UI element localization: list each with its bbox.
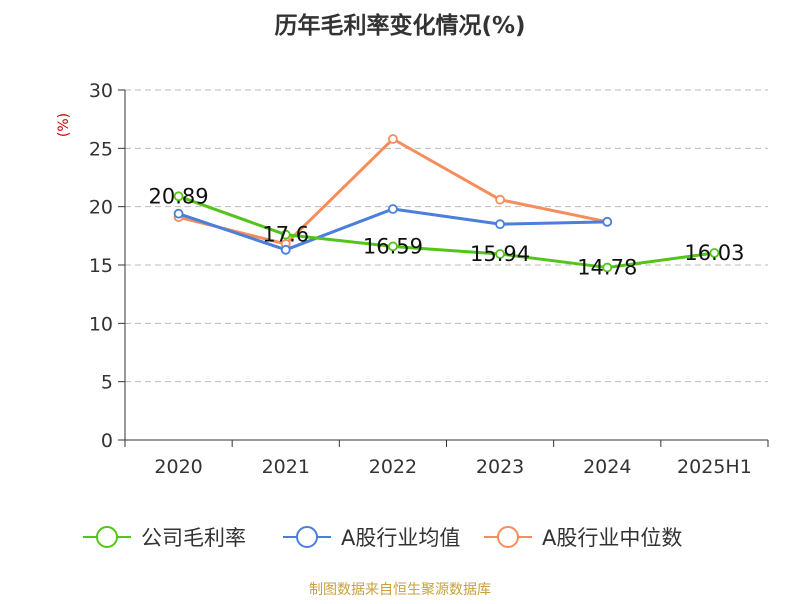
data-label: 14.78 [577, 256, 637, 280]
data-point [602, 216, 613, 227]
series-layer [173, 134, 720, 273]
data-point [388, 204, 398, 214]
data-label: 16.59 [363, 234, 423, 258]
series-line [178, 137, 608, 246]
legend-label: A股行业中位数 [542, 526, 682, 550]
data-label: 17.6 [262, 223, 309, 247]
series-line [178, 194, 715, 270]
x-tick-label: 2021 [262, 456, 310, 478]
chart-title: 历年毛利率变化情况(%) [274, 12, 525, 39]
x-tick-label: 2024 [583, 456, 631, 478]
x-tick-label: 2020 [154, 456, 202, 478]
data-label-layer: 20.89 17.6 16.59 15.94 14.78 16.03 [149, 184, 745, 279]
data-point [388, 134, 398, 144]
legend-marker-icon [296, 526, 318, 548]
y-tick-label: 0 [101, 430, 113, 452]
data-point [280, 229, 291, 240]
data-point [388, 241, 398, 252]
legend-label: 公司毛利率 [141, 526, 246, 550]
y-tick-label: 5 [101, 372, 113, 394]
data-point [709, 248, 720, 258]
y-tick-label: 15 [89, 255, 113, 277]
data-point [602, 262, 613, 273]
axis-layer: 0 5 10 15 20 25 30 2020 2021 2022 2023 2024 2025H1 [89, 80, 769, 478]
y-tick-label: 10 [89, 313, 113, 335]
data-point [173, 191, 184, 202]
y-tick-label: 30 [89, 80, 113, 102]
y-tick-label: 25 [89, 138, 113, 160]
x-tick-label: 2025H1 [677, 456, 752, 478]
data-label: 16.03 [684, 241, 744, 265]
y-tick-label: 20 [89, 197, 113, 219]
legend-marker-icon [497, 526, 519, 548]
grid-layer [125, 89, 768, 383]
legend-marker-icon [96, 526, 118, 548]
legend-label: A股行业均值 [341, 526, 460, 550]
x-tick-label: 2022 [369, 456, 417, 478]
source-note: 制图数据来自恒生聚源数据库 [309, 582, 491, 598]
data-point [280, 244, 291, 255]
data-point [495, 194, 505, 205]
data-point [495, 219, 505, 230]
data-label: 20.89 [149, 184, 209, 208]
y-axis-unit-label: (%) [56, 113, 72, 137]
data-point [495, 249, 505, 259]
legend: 公司毛利率 A股行业均值 A股行业中位数 [83, 526, 682, 550]
data-label: 15.94 [470, 242, 530, 266]
data-point [173, 208, 184, 219]
x-tick-label: 2023 [476, 456, 524, 478]
